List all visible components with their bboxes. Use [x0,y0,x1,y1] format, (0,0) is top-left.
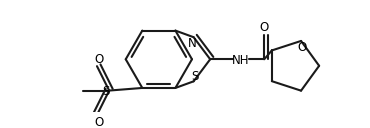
Text: O: O [94,53,103,66]
Text: NH: NH [232,54,249,67]
Text: S: S [191,71,198,83]
Text: O: O [94,116,103,128]
Text: O: O [297,41,307,54]
Text: O: O [260,21,269,34]
Text: S: S [102,85,110,98]
Text: N: N [188,37,196,50]
